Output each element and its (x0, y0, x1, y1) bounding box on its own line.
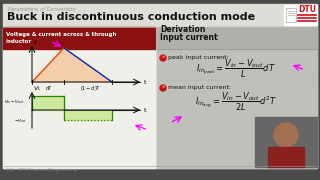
Text: $(1-d)T$: $(1-d)T$ (80, 84, 101, 93)
Bar (255, 117, 317, 167)
Bar (268, 147, 304, 167)
Text: Derivation: Derivation (160, 25, 205, 34)
Text: $-V_{out}$: $-V_{out}$ (14, 117, 27, 125)
Text: $V_{in}-V_{out}$: $V_{in}-V_{out}$ (4, 98, 24, 106)
Circle shape (274, 123, 298, 147)
Bar (157, 27, 317, 49)
Text: $I_L$: $I_L$ (33, 38, 39, 47)
Circle shape (160, 55, 166, 61)
Text: dT: dT (46, 86, 52, 91)
Text: Parameters of Converters: Parameters of Converters (8, 7, 76, 12)
Text: t: t (144, 107, 147, 112)
Text: 311   DTU Electrical Engineering: 311 DTU Electrical Engineering (6, 168, 77, 172)
Circle shape (160, 85, 166, 91)
Bar (284, 5, 317, 25)
Text: $V_L$: $V_L$ (33, 84, 42, 93)
Text: Buck in discontinuous conduction mode: Buck in discontinuous conduction mode (7, 12, 255, 22)
Polygon shape (32, 48, 112, 82)
Text: $I_{in_{avg}} = \dfrac{V_{in}-V_{out}}{2L}d^2T$: $I_{in_{avg}} = \dfrac{V_{in}-V_{out}}{2… (195, 91, 277, 113)
Text: DTU: DTU (298, 5, 316, 14)
Text: t: t (144, 80, 147, 84)
Bar (157, 27, 317, 168)
Text: ✕: ✕ (161, 56, 164, 60)
Text: peak input current:: peak input current: (168, 55, 229, 60)
Bar (3, 27, 155, 49)
Text: Voltage & current across & through
inductor: Voltage & current across & through induc… (6, 32, 116, 44)
Bar (286, 8, 296, 22)
Bar (32, 96, 64, 110)
Text: ✕: ✕ (161, 86, 164, 90)
Text: Input current: Input current (160, 33, 218, 42)
Text: $I_{in_{peak}} = \dfrac{V_{in}-V_{out}}{L}dT$: $I_{in_{peak}} = \dfrac{V_{in}-V_{out}}{… (196, 58, 276, 80)
Bar (3, 27, 155, 168)
Bar (64, 110, 112, 120)
Text: mean input current:: mean input current: (168, 86, 231, 91)
